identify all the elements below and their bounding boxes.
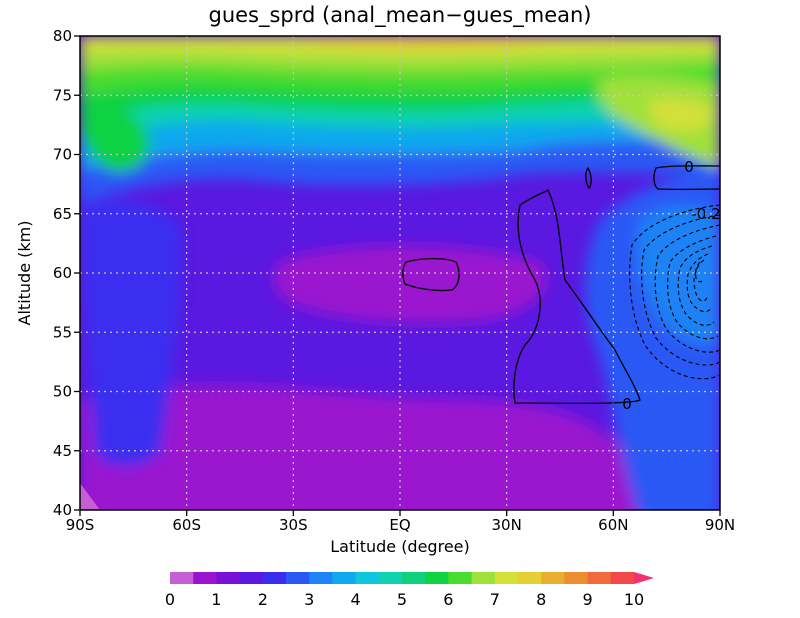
colorbar-tick-label: 7 bbox=[490, 590, 500, 609]
colorbar-swatch bbox=[587, 572, 612, 584]
colorbar-tick-label: 8 bbox=[536, 590, 546, 609]
colorbar-swatch bbox=[216, 572, 241, 584]
contour-zero-north bbox=[513, 189, 641, 405]
x-axis: 90S 60S 30S EQ 30N 60N 90N bbox=[66, 510, 735, 534]
contour-zero-polar-cap bbox=[653, 165, 720, 191]
x-tick-label: 60S bbox=[172, 516, 201, 534]
colorbar-swatch bbox=[610, 572, 635, 584]
colorbar-swatch bbox=[448, 572, 473, 584]
colorbar-tick-label: 4 bbox=[351, 590, 361, 609]
x-tick-label: 90S bbox=[66, 516, 95, 534]
y-tick-label: 70 bbox=[53, 146, 72, 164]
contour-label-neg-0-2: -0.2 bbox=[691, 205, 720, 223]
field-region-top-gold bbox=[300, 36, 560, 50]
y-tick-label: 50 bbox=[53, 383, 72, 401]
field-region-lower-purple bbox=[80, 385, 644, 510]
colorbar-tick-labels: 0 1 2 3 4 5 6 7 8 9 10 bbox=[165, 590, 644, 609]
colorbar-tick-label: 3 bbox=[304, 590, 314, 609]
field-region-northeast-yellow bbox=[648, 98, 715, 132]
y-tick-label: 40 bbox=[53, 501, 72, 519]
field-region-south-blue bbox=[80, 198, 183, 467]
field-region-upper-purple bbox=[273, 245, 547, 324]
y-axis-label: Altitude (km) bbox=[15, 221, 34, 326]
contour-zero-north-small bbox=[585, 166, 592, 190]
x-tick-label: 30S bbox=[279, 516, 308, 534]
y-tick-label: 75 bbox=[53, 86, 72, 104]
colorbar-extend-arrow bbox=[634, 572, 654, 584]
contour-labels: 0 -0.2 0 bbox=[622, 158, 720, 413]
grid bbox=[80, 36, 720, 510]
x-tick-label: EQ bbox=[389, 516, 410, 534]
colorbar-tick-label: 1 bbox=[211, 590, 221, 609]
y-tick-label: 60 bbox=[53, 264, 72, 282]
y-tick-label: 55 bbox=[53, 323, 72, 341]
colorbar-tick-label: 10 bbox=[624, 590, 644, 609]
colorbar-swatch bbox=[378, 572, 403, 584]
colorbar-swatch bbox=[309, 572, 333, 584]
contour-negative-polar bbox=[629, 204, 720, 380]
colorbar-swatch bbox=[332, 572, 357, 584]
colorbar bbox=[170, 572, 654, 584]
colorbar-swatch bbox=[541, 572, 565, 584]
contour-zero-equator bbox=[402, 257, 460, 292]
colorbar-tick-label: 9 bbox=[583, 590, 593, 609]
colorbar-swatch bbox=[494, 572, 519, 584]
x-axis-label: Latitude (degree) bbox=[330, 537, 470, 556]
x-tick-label: 90N bbox=[705, 516, 735, 534]
colorbar-tick-label: 6 bbox=[443, 590, 453, 609]
colorbar-swatch bbox=[471, 572, 496, 584]
colorbar-swatch bbox=[262, 572, 287, 584]
colorbar-tick-label: 5 bbox=[397, 590, 407, 609]
field-region-north-lightblue bbox=[636, 206, 720, 344]
contour-lines bbox=[402, 165, 720, 405]
colorbar-tick-label: 0 bbox=[165, 590, 175, 609]
y-tick-label: 65 bbox=[53, 205, 72, 223]
colorbar-swatch bbox=[170, 572, 194, 584]
contour-label-zero-polar: 0 bbox=[684, 158, 694, 176]
colorbar-swatch bbox=[518, 572, 542, 584]
y-tick-label: 80 bbox=[53, 27, 72, 45]
y-tick-label: 45 bbox=[53, 442, 72, 460]
colorbar-swatch bbox=[402, 572, 426, 584]
x-tick-label: 60N bbox=[598, 516, 628, 534]
colorbar-swatch bbox=[425, 572, 449, 584]
contour-label-zero-north: 0 bbox=[622, 395, 632, 413]
colorbar-swatch bbox=[564, 572, 589, 584]
colorbar-swatch bbox=[239, 572, 264, 584]
y-axis: 40 45 50 55 60 65 70 75 80 bbox=[53, 27, 80, 519]
x-tick-label: 30N bbox=[492, 516, 522, 534]
field-region-green-south-patch bbox=[80, 99, 150, 172]
colorbar-swatch bbox=[355, 572, 380, 584]
colorbar-swatch bbox=[286, 572, 310, 584]
field-region-corner-lowest bbox=[80, 483, 100, 510]
chart-title: gues_sprd (anal_mean−gues_mean) bbox=[208, 3, 591, 28]
colorbar-tick-label: 2 bbox=[258, 590, 268, 609]
colorbar-swatch bbox=[193, 572, 217, 584]
